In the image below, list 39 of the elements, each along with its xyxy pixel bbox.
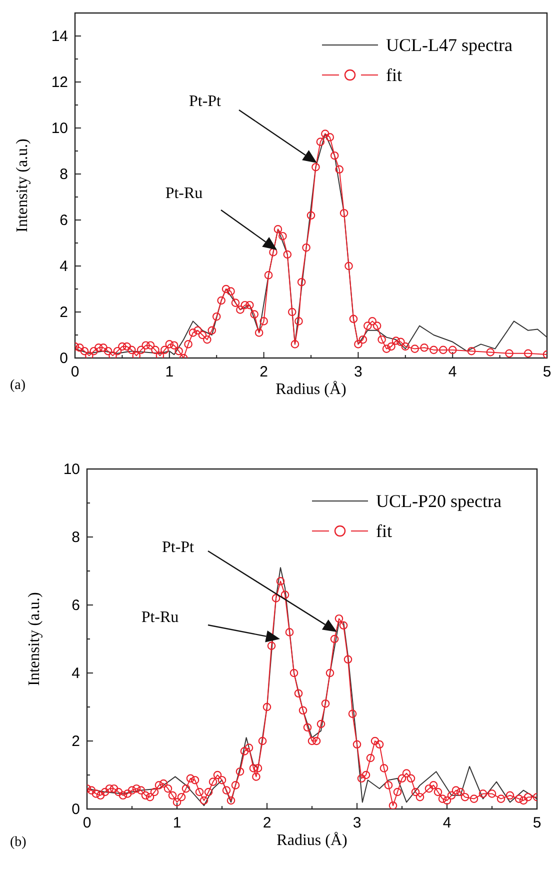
y-tick-label: 0 (72, 800, 80, 818)
y-tick-label: 10 (63, 460, 80, 478)
y-tick-label: 2 (60, 304, 68, 321)
x-tick-label: 1 (172, 814, 182, 832)
y-tick-label: 0 (60, 350, 68, 367)
y-tick-label: 14 (51, 28, 68, 45)
y-tick-label: 10 (51, 120, 68, 137)
legend-label: fit (376, 521, 392, 541)
x-tick-label: 2 (262, 814, 272, 832)
y-axis-title: Intensity (a.u.) (26, 592, 43, 686)
x-tick-label: 4 (442, 814, 452, 832)
y-axis-title: Intensity (a.u.) (14, 138, 31, 232)
x-axis-title: Radius (Å) (276, 380, 346, 398)
annotation: Pt-Pt (188, 93, 222, 110)
x-tick-label: 4 (448, 364, 457, 381)
annotation: Pt-Pt (162, 539, 195, 556)
y-tick-label: 8 (60, 166, 68, 183)
annotation: Pt-Ru (141, 609, 179, 626)
y-tick-label: 8 (72, 528, 80, 546)
x-tick-label: 2 (260, 364, 268, 381)
text: (a) (10, 378, 26, 393)
x-tick-label: 3 (352, 814, 362, 832)
x-tick-label: 1 (165, 364, 174, 381)
y-tick-label: 4 (72, 664, 80, 682)
x-tick-label: 5 (542, 364, 552, 381)
y-tick-label: 12 (51, 74, 68, 91)
y-tick-label: 6 (72, 596, 80, 614)
annotation: Pt-Ru (165, 185, 203, 202)
x-tick-label: 5 (532, 814, 542, 832)
y-tick-label: 2 (72, 732, 80, 750)
x-axis-title: Radius (Å) (276, 831, 348, 849)
x-tick-label: 3 (354, 364, 362, 381)
text: (b) (10, 835, 27, 850)
legend-label: fit (386, 65, 402, 85)
legend-label: UCL-P20 spectra (376, 491, 502, 511)
x-tick-label: 0 (82, 814, 92, 832)
legend-label: UCL-L47 spectra (386, 35, 512, 55)
y-tick-label: 4 (60, 258, 68, 275)
y-tick-label: 6 (60, 212, 68, 229)
